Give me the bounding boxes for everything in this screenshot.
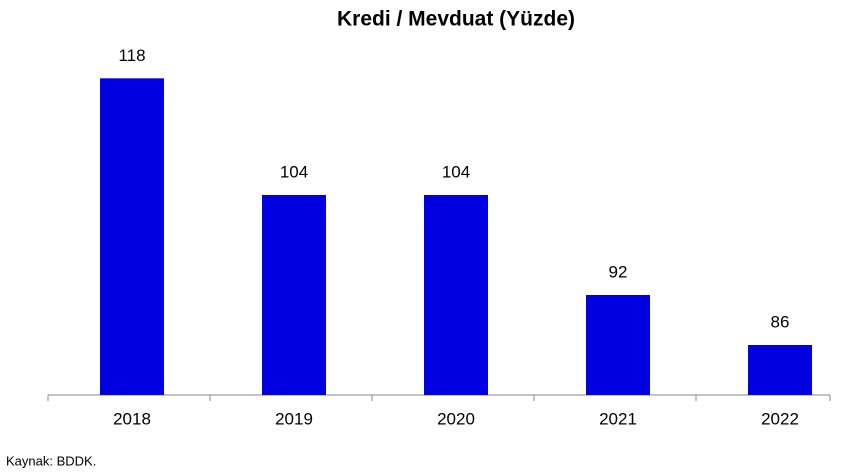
chart-title: Kredi / Mevduat (Yüzde) <box>337 8 575 31</box>
x-tick-label: 2019 <box>275 409 313 428</box>
data-label: 104 <box>442 162 470 181</box>
x-tick-label: 2020 <box>437 409 475 428</box>
bar <box>586 295 650 395</box>
bar <box>100 78 164 395</box>
bar <box>748 345 812 395</box>
data-label: 86 <box>771 312 790 331</box>
data-label: 118 <box>118 46 145 65</box>
x-tick-label: 2021 <box>599 409 637 428</box>
bar <box>262 195 326 395</box>
x-tick-label: 2022 <box>761 409 799 428</box>
bar <box>424 195 488 395</box>
data-label: 104 <box>280 162 308 181</box>
data-label: 92 <box>609 262 628 281</box>
x-tick-label: 2018 <box>113 409 151 428</box>
source-note: Kaynak: BDDK. <box>6 453 96 468</box>
